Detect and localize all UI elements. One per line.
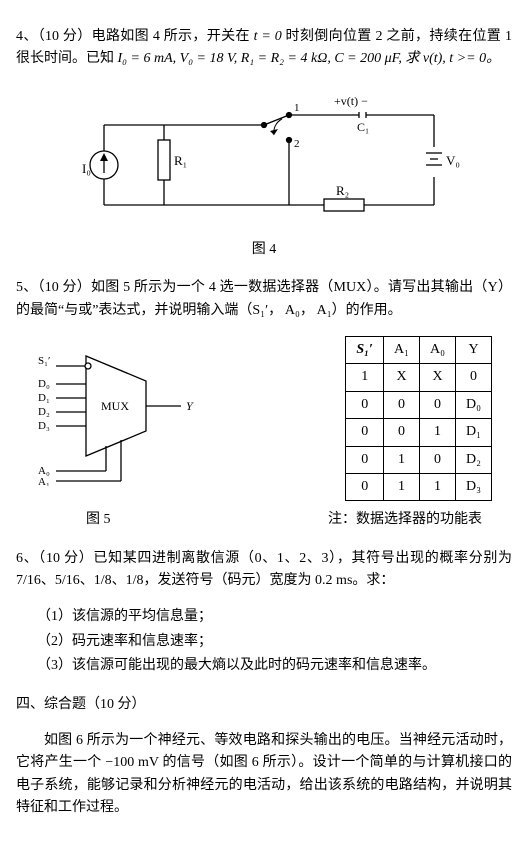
caption-fig5: 图 5 bbox=[86, 509, 111, 531]
q6-sub3: （3）该信源可能出现的最大熵以及此时的码元速率和信息速率。 bbox=[16, 655, 512, 677]
label-R2: R₂ bbox=[336, 183, 349, 198]
th-Y: Y bbox=[456, 336, 492, 363]
pin-D0: D₀ bbox=[38, 378, 50, 390]
label-C1: C₁ bbox=[357, 120, 369, 134]
label-pos1: 1 bbox=[294, 102, 300, 114]
label-I0: I₀ bbox=[82, 161, 91, 176]
mux-svg: MUX S₁′ D₀ D₁ D₂ D₃ A₀ A₁ Y bbox=[16, 336, 216, 486]
q4-params: I₀ = 6 mA, V₀ = 18 V, R₁ = R₂ = 4 kΩ, C … bbox=[118, 51, 501, 66]
pin-Y: Y bbox=[186, 399, 194, 413]
circuit-4-svg: I₀ R₁ 1 2 +v(t) − C₁ V₀ R₂ bbox=[64, 85, 464, 235]
th-A1: A₁ bbox=[384, 336, 420, 363]
q7-text: 如图 6 所示为一个神经元、等效电路和探头输出的电压。当神经元活动时，它将产生一… bbox=[16, 730, 512, 820]
q4-text: 4、（10 分）电路如图 4 所示，开关在 t = 0 时刻倒向位置 2 之前，… bbox=[16, 26, 512, 71]
q6-sub2: （2）码元速率和信息速率； bbox=[16, 631, 512, 653]
question-6: 6、（10 分）已知某四进制离散信源（0、1、2、3），其符号出现的概率分别为 … bbox=[16, 548, 512, 678]
q6-text: 6、（10 分）已知某四进制离散信源（0、1、2、3），其符号出现的概率分别为 … bbox=[16, 548, 512, 593]
figure-4: I₀ R₁ 1 2 +v(t) − C₁ V₀ R₂ bbox=[16, 85, 512, 235]
question-5: 5、（10 分）如图 5 所示为一个 4 选一数据选择器（MUX）。请写出其输出… bbox=[16, 277, 512, 532]
th-A0: A₀ bbox=[420, 336, 456, 363]
label-R1: R₁ bbox=[174, 153, 187, 168]
q4-text-a: 4、（10 分）电路如图 4 所示，开关在 bbox=[16, 29, 254, 44]
pin-D2: D₂ bbox=[38, 406, 50, 418]
caption-table5: 注：数据选择器的功能表 bbox=[328, 509, 482, 531]
q5-text: 5、（10 分）如图 5 所示为一个 4 选一数据选择器（MUX）。请写出其输出… bbox=[16, 277, 512, 322]
label-V0: V₀ bbox=[446, 153, 460, 168]
q7-heading: 四、综合题（10 分） bbox=[16, 694, 512, 716]
q6-sub1: （1）该信源的平均信息量； bbox=[16, 606, 512, 628]
pin-D3: D₃ bbox=[38, 420, 50, 432]
mux-label: MUX bbox=[101, 399, 129, 413]
label-vt: +v(t) − bbox=[334, 94, 368, 108]
question-4: 4、（10 分）电路如图 4 所示，开关在 t = 0 时刻倒向位置 2 之前，… bbox=[16, 26, 512, 261]
th-S1: S₁′ bbox=[346, 336, 384, 363]
q4-teq: t = 0 bbox=[254, 29, 282, 44]
pin-D1: D₁ bbox=[38, 392, 50, 404]
label-pos2: 2 bbox=[294, 138, 300, 150]
truth-table: S₁′ A₁ A₀ Y 1XX0 000D₀ 001D₁ 010D₂ 011D₃ bbox=[345, 336, 492, 501]
truth-table-wrap: S₁′ A₁ A₀ Y 1XX0 000D₀ 001D₁ 010D₂ 011D₃ bbox=[345, 336, 492, 501]
question-7: 四、综合题（10 分） 如图 6 所示为一个神经元、等效电路和探头输出的电压。当… bbox=[16, 694, 512, 820]
pin-A1: A₁ bbox=[38, 476, 50, 486]
caption-fig4: 图 4 bbox=[16, 239, 512, 261]
pin-S1: S₁′ bbox=[38, 355, 50, 367]
